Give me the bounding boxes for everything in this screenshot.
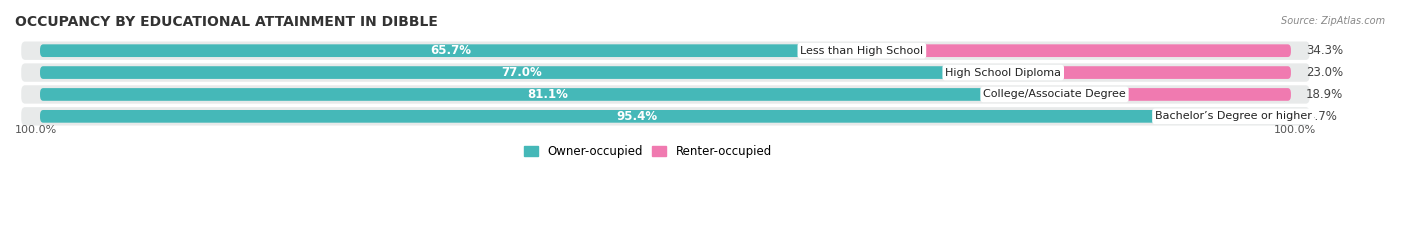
Text: 81.1%: 81.1% <box>527 88 568 101</box>
Text: 18.9%: 18.9% <box>1306 88 1343 101</box>
FancyBboxPatch shape <box>21 85 1310 104</box>
FancyBboxPatch shape <box>21 63 1310 82</box>
Text: 4.7%: 4.7% <box>1308 110 1337 123</box>
Text: 34.3%: 34.3% <box>1306 44 1343 57</box>
Text: 77.0%: 77.0% <box>502 66 541 79</box>
FancyBboxPatch shape <box>1054 88 1291 101</box>
Text: 65.7%: 65.7% <box>430 44 471 57</box>
FancyBboxPatch shape <box>21 107 1310 126</box>
Text: 100.0%: 100.0% <box>15 125 58 135</box>
Text: Less than High School: Less than High School <box>800 46 924 56</box>
FancyBboxPatch shape <box>1004 66 1291 79</box>
FancyBboxPatch shape <box>21 41 1310 60</box>
FancyBboxPatch shape <box>39 66 1004 79</box>
Text: Bachelor’s Degree or higher: Bachelor’s Degree or higher <box>1154 111 1312 121</box>
Text: 100.0%: 100.0% <box>1274 125 1316 135</box>
Text: OCCUPANCY BY EDUCATIONAL ATTAINMENT IN DIBBLE: OCCUPANCY BY EDUCATIONAL ATTAINMENT IN D… <box>15 15 437 29</box>
Text: High School Diploma: High School Diploma <box>945 68 1062 78</box>
FancyBboxPatch shape <box>39 44 862 57</box>
FancyBboxPatch shape <box>862 44 1291 57</box>
Text: 95.4%: 95.4% <box>616 110 657 123</box>
FancyBboxPatch shape <box>1233 110 1292 123</box>
FancyBboxPatch shape <box>39 88 1054 101</box>
Legend: Owner-occupied, Renter-occupied: Owner-occupied, Renter-occupied <box>519 140 778 163</box>
Text: College/Associate Degree: College/Associate Degree <box>983 89 1126 99</box>
Text: 23.0%: 23.0% <box>1306 66 1343 79</box>
Text: Source: ZipAtlas.com: Source: ZipAtlas.com <box>1281 16 1385 26</box>
FancyBboxPatch shape <box>39 110 1233 123</box>
